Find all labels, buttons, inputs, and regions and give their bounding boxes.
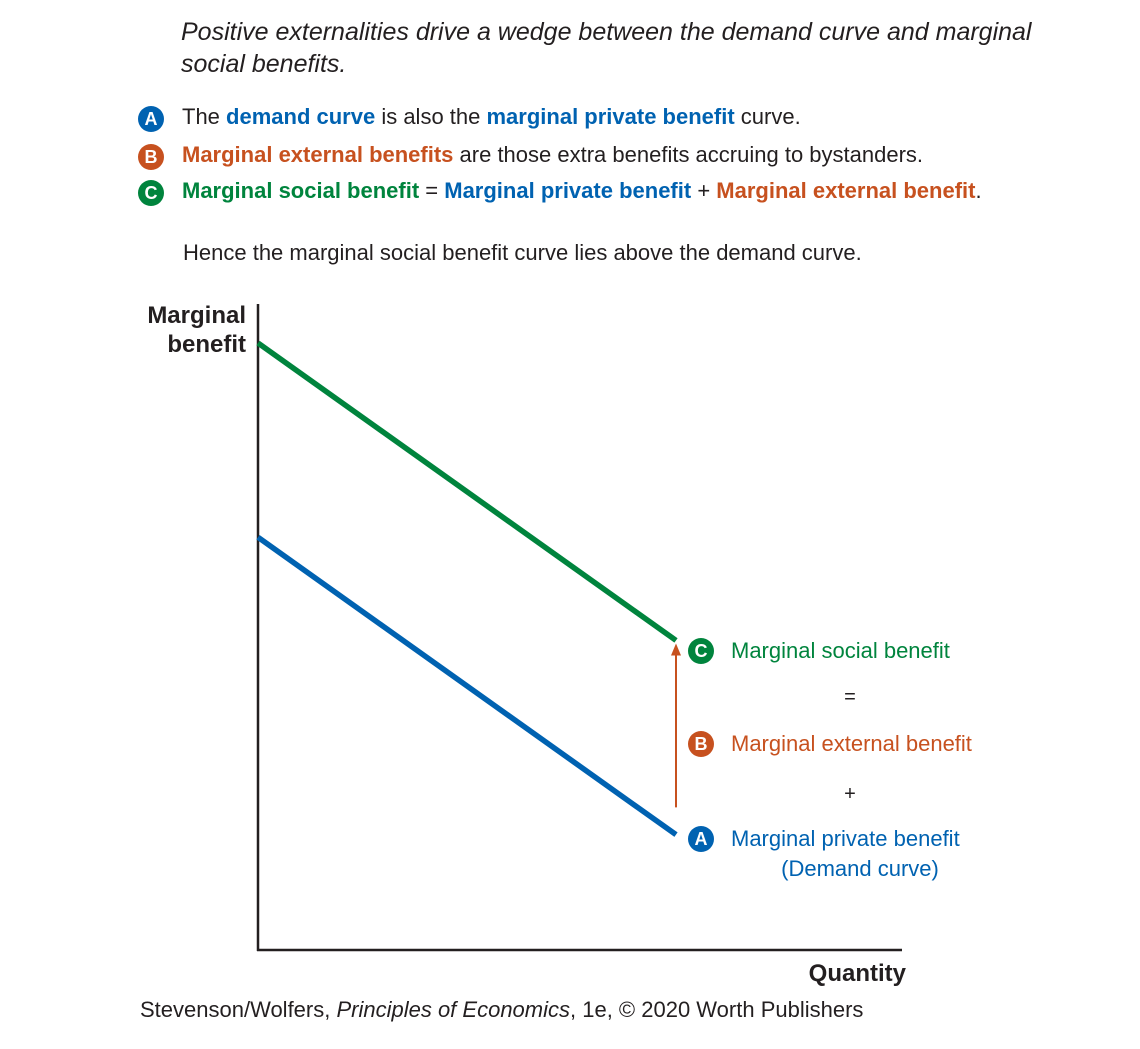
- annotation-demand-curve: (Demand curve): [781, 856, 939, 881]
- badge-c-icon: C: [688, 638, 714, 664]
- credit-authors: Stevenson/Wolfers,: [140, 997, 337, 1022]
- note-c-part: .: [975, 178, 982, 203]
- badge-a-icon: A: [138, 106, 164, 132]
- credit-publisher: , 1e, © 2020 Worth Publishers: [570, 997, 864, 1022]
- note-c-part: +: [691, 178, 717, 203]
- note-c-text: Marginal social benefit = Marginal priva…: [182, 176, 982, 206]
- note-c-marginal-social-benefit: Marginal social benefit: [182, 178, 420, 203]
- chart-series: [256, 340, 678, 837]
- note-a-text: The demand curve is also the marginal pr…: [182, 102, 1018, 132]
- badge-b-icon: B: [688, 731, 714, 757]
- note-a-part: is also the: [375, 104, 487, 129]
- credit-book-title: Principles of Economics: [336, 997, 571, 1022]
- note-a-demand-curve: demand curve: [226, 104, 376, 129]
- note-a-part: curve.: [734, 104, 801, 129]
- note-c-part: =: [419, 178, 445, 203]
- annotation-social-label: Marginal social benefit: [731, 638, 950, 663]
- plus-sign: +: [844, 783, 856, 805]
- note-a-marginal-private-benefit: marginal private benefit: [486, 104, 735, 129]
- figure-title: Positive externalities drive a wedge bet…: [181, 18, 1032, 78]
- credit-line: Stevenson/Wolfers, Principles of Economi…: [140, 997, 863, 1023]
- x-axis-label: Quantity: [808, 960, 906, 987]
- badge-a-icon: A: [688, 826, 714, 852]
- note-c-marginal-external-benefit: Marginal external benefit: [716, 178, 976, 203]
- note-b-part: are those extra benefits accruing to bys…: [453, 142, 924, 167]
- note-c-marginal-private-benefit: Marginal private benefit: [444, 178, 692, 203]
- marginal-social-benefit-line: [256, 340, 678, 643]
- marginal-private-benefit-line: [256, 534, 678, 837]
- equals-sign: =: [844, 686, 856, 708]
- annotation-private-label: Marginal private benefit: [731, 826, 960, 851]
- chart-axes: [256, 304, 902, 952]
- y-axis-label: Marginal benefit: [147, 302, 246, 358]
- note-a-part: The: [182, 104, 227, 129]
- annotation-external-label: Marginal external benefit: [731, 731, 972, 756]
- hence-note: Hence the marginal social benefit curve …: [183, 240, 862, 265]
- badge-b-icon: B: [138, 144, 164, 170]
- badge-c-icon: C: [138, 180, 164, 206]
- note-b-marginal-external-benefits: Marginal external benefits: [182, 142, 454, 167]
- chart-wedge-arrow: [671, 643, 681, 808]
- note-b-text: Marginal external benefits are those ext…: [182, 140, 1018, 170]
- external-benefit-arrowhead-icon: [671, 643, 681, 656]
